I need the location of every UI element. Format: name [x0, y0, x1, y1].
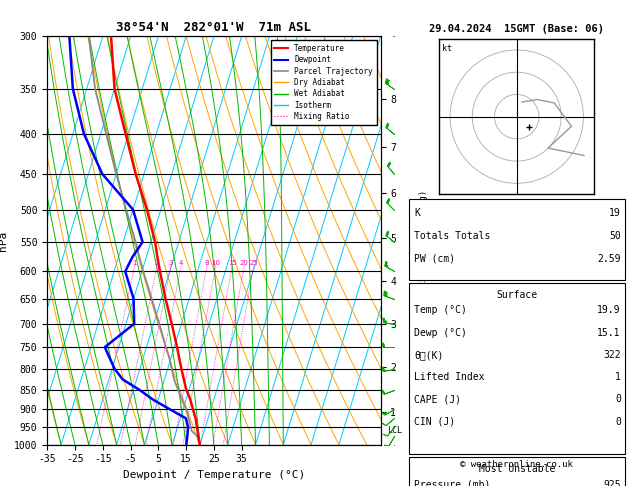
Text: 15.1: 15.1 — [598, 328, 621, 338]
Text: © weatheronline.co.uk: © weatheronline.co.uk — [460, 460, 573, 469]
Title: 38°54'N  282°01'W  71m ASL: 38°54'N 282°01'W 71m ASL — [116, 21, 311, 34]
Legend: Temperature, Dewpoint, Parcel Trajectory, Dry Adiabat, Wet Adiabat, Isotherm, Mi: Temperature, Dewpoint, Parcel Trajectory… — [270, 40, 377, 124]
Text: θᴄ(K): θᴄ(K) — [414, 350, 443, 360]
Text: 19.9: 19.9 — [598, 305, 621, 315]
Text: Pressure (mb): Pressure (mb) — [414, 480, 490, 486]
Text: 25: 25 — [249, 260, 258, 266]
Text: Mixing Ratio (g/kg): Mixing Ratio (g/kg) — [420, 190, 428, 292]
Text: 1: 1 — [615, 372, 621, 382]
Text: 29.04.2024  15GMT (Base: 06): 29.04.2024 15GMT (Base: 06) — [429, 24, 604, 34]
Text: 0: 0 — [615, 417, 621, 427]
Text: 0: 0 — [615, 394, 621, 404]
Text: 322: 322 — [603, 350, 621, 360]
Text: kt: kt — [442, 44, 452, 52]
Text: 1: 1 — [132, 260, 137, 266]
Text: 4: 4 — [179, 260, 184, 266]
Text: 3: 3 — [169, 260, 173, 266]
Text: K: K — [414, 208, 420, 218]
Text: 2: 2 — [155, 260, 159, 266]
Text: Most Unstable: Most Unstable — [479, 465, 555, 474]
Text: Dewp (°C): Dewp (°C) — [414, 328, 467, 338]
Text: Totals Totals: Totals Totals — [414, 231, 490, 241]
Text: CAPE (J): CAPE (J) — [414, 394, 461, 404]
Text: CIN (J): CIN (J) — [414, 417, 455, 427]
Text: 15: 15 — [228, 260, 237, 266]
Text: 50: 50 — [609, 231, 621, 241]
Text: Surface: Surface — [496, 290, 537, 300]
Text: 2.59: 2.59 — [598, 254, 621, 263]
Y-axis label: km
ASL: km ASL — [413, 230, 430, 251]
Y-axis label: hPa: hPa — [0, 230, 8, 251]
X-axis label: Dewpoint / Temperature (°C): Dewpoint / Temperature (°C) — [123, 470, 305, 480]
Text: 19: 19 — [609, 208, 621, 218]
Text: 925: 925 — [603, 480, 621, 486]
Text: 8: 8 — [205, 260, 209, 266]
Text: 10: 10 — [211, 260, 220, 266]
Text: PW (cm): PW (cm) — [414, 254, 455, 263]
Text: Lifted Index: Lifted Index — [414, 372, 484, 382]
Text: LCL: LCL — [387, 426, 402, 435]
Text: Temp (°C): Temp (°C) — [414, 305, 467, 315]
Text: 20: 20 — [240, 260, 248, 266]
